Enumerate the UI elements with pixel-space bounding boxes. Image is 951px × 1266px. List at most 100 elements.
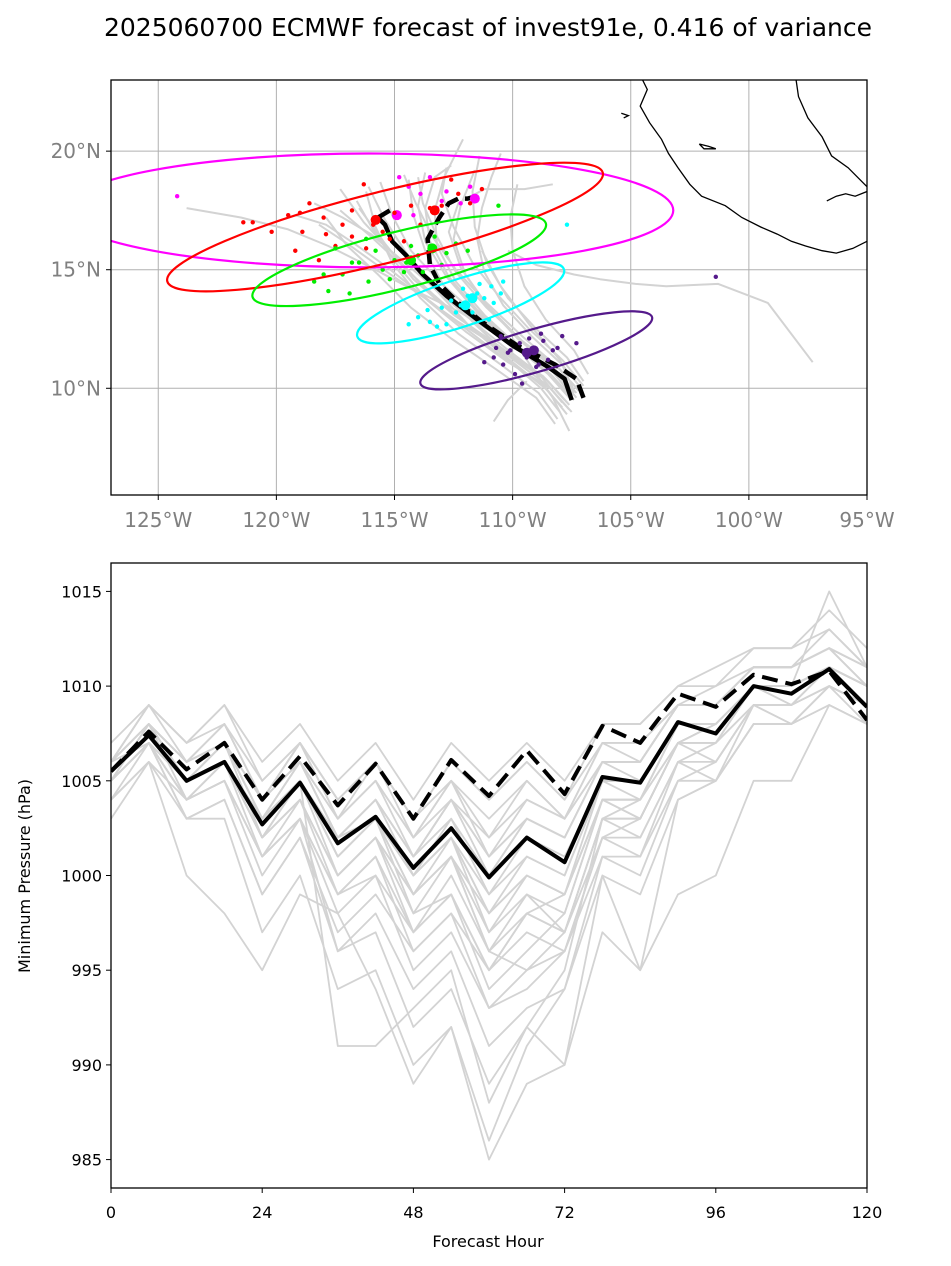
mean-pressure-dashed	[111, 669, 867, 821]
mean-position-dashed-120h	[528, 345, 539, 356]
ensemble-track	[492, 380, 528, 423]
position-point-72h	[356, 260, 362, 265]
ensemble-pressure-line	[111, 685, 867, 1047]
map-lon-tick-label: 100°W	[715, 508, 783, 532]
position-point-96h	[406, 322, 411, 327]
position-point-24h	[427, 175, 433, 180]
position-point-48h	[250, 220, 255, 225]
map-lon-tick-label: 125°W	[124, 508, 192, 532]
position-point-120h	[574, 341, 579, 346]
map-lat-tick-label: 20°N	[51, 139, 101, 163]
position-point-72h	[321, 272, 326, 277]
coastline-group	[621, 80, 867, 254]
map-lat-tick-label: 10°N	[51, 376, 101, 400]
position-point-72h	[387, 277, 392, 282]
position-point-48h	[307, 201, 312, 206]
position-point-120h	[493, 345, 499, 351]
x-tick-label: 0	[106, 1203, 116, 1222]
position-point-96h	[474, 291, 480, 296]
x-tick-label: 48	[403, 1203, 423, 1222]
position-point-120h	[536, 362, 541, 367]
position-point-48h	[363, 246, 369, 251]
ensemble-track	[339, 209, 568, 416]
position-point-96h	[491, 300, 496, 306]
position-point-48h	[408, 203, 414, 208]
position-point-48h	[467, 201, 473, 206]
position-point-72h	[347, 291, 352, 296]
ensemble-pressure-line	[111, 628, 867, 801]
x-tick-label: 72	[554, 1203, 574, 1222]
position-point-96h	[453, 310, 459, 315]
spread-ellipse-120h	[419, 310, 654, 391]
position-point-24h	[444, 189, 449, 194]
position-point-120h	[519, 381, 525, 386]
position-point-48h	[300, 229, 305, 234]
position-point-48h	[349, 208, 355, 213]
pressure-ticks: 0 24 48 72 96 120 985 990 995 1000 1005 1010 1015	[61, 582, 882, 1222]
position-point-72h	[408, 243, 414, 249]
position-point-96h	[460, 286, 466, 291]
position-point-72h	[444, 250, 449, 256]
mean-position-dashed-48h	[429, 205, 440, 216]
position-point-72h	[373, 248, 378, 253]
y-tick-label: 1015	[61, 582, 102, 601]
position-point-72h	[349, 260, 355, 265]
position-point-96h	[427, 319, 433, 325]
position-point-120h	[512, 371, 518, 377]
pressure-plot-area	[111, 590, 867, 1161]
position-point-48h	[241, 220, 246, 225]
position-point-120h	[555, 345, 560, 351]
position-point-48h	[380, 229, 385, 234]
position-point-48h	[449, 177, 454, 182]
map-tick-labels: 125°W 120°W 115°W 110°W 105°W 100°W 95°W 10°N 15…	[51, 139, 895, 532]
map-lat-tick-label: 15°N	[51, 258, 101, 282]
x-tick-label: 24	[252, 1203, 272, 1222]
position-point-48h	[456, 191, 461, 197]
ensemble-pressure-line	[111, 647, 867, 858]
map-lon-tick-label: 120°W	[242, 508, 310, 532]
position-point-24h	[458, 201, 463, 206]
map-gridlines	[111, 80, 868, 495]
position-point-120h	[517, 341, 522, 346]
position-point-72h	[326, 288, 331, 294]
y-tick-label: 1005	[61, 772, 102, 791]
position-point-48h	[323, 231, 329, 237]
position-point-24h	[174, 194, 180, 199]
position-point-48h	[293, 248, 298, 253]
position-point-96h	[449, 298, 454, 303]
map-lon-tick-label: 105°W	[597, 508, 665, 532]
position-point-24h	[397, 175, 402, 180]
x-axis-label: Forecast Hour	[432, 1232, 544, 1251]
position-point-72h	[496, 203, 501, 208]
spread-ellipse-48h	[166, 161, 605, 293]
coastline	[621, 112, 631, 119]
ensemble-pressure-line	[111, 647, 867, 858]
position-point-72h	[465, 248, 470, 253]
position-point-48h	[349, 234, 355, 239]
position-point-96h	[425, 307, 430, 313]
position-point-120h	[500, 362, 506, 367]
position-point-48h	[439, 203, 444, 208]
position-point-48h	[269, 229, 274, 234]
position-point-48h	[392, 210, 397, 215]
position-point-48h	[361, 182, 366, 187]
ensemble-pressure-line	[111, 666, 867, 953]
position-point-96h	[439, 305, 444, 310]
x-tick-label: 96	[706, 1203, 726, 1222]
x-tick-label: 120	[852, 1203, 883, 1222]
ensemble-pressure-line	[111, 647, 867, 858]
pressure-panel: 0 24 48 72 96 120 985 990 995 1000 1005 1010 1015 Fo…	[15, 562, 882, 1251]
position-point-72h	[380, 267, 385, 272]
ensemble-tracks-group	[186, 138, 814, 432]
position-point-120h	[560, 333, 565, 339]
y-tick-label: 995	[71, 961, 102, 980]
position-point-96h	[434, 324, 440, 329]
position-point-120h	[526, 336, 532, 341]
position-point-48h	[321, 215, 326, 220]
ensemble-pressure-line	[111, 704, 867, 1142]
coastline	[698, 143, 717, 150]
y-tick-label: 985	[71, 1151, 102, 1170]
map-frame	[110, 79, 868, 496]
spread-ellipse-24h	[111, 152, 675, 269]
